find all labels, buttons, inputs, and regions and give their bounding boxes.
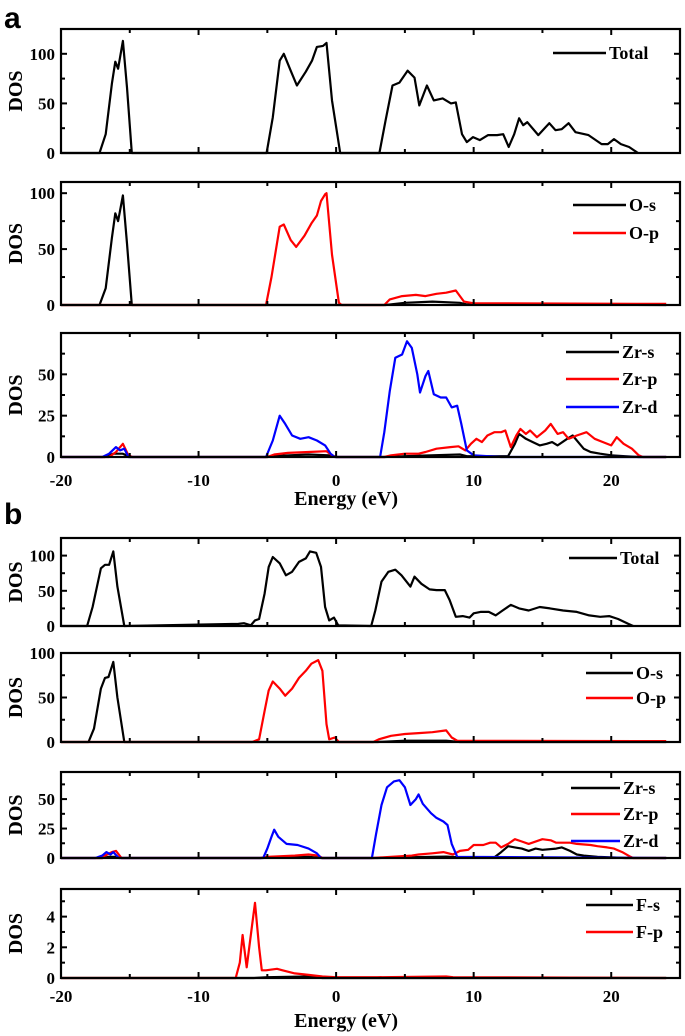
y-axis-label: DOS <box>5 374 27 415</box>
y-tick-label: 2 <box>47 938 56 957</box>
x-tick-label: -10 <box>187 987 210 1006</box>
series-line-zr-s <box>61 432 667 459</box>
figure-a: a050100DOSTotal050100DOSO-sO-p02550DOSZr… <box>4 2 682 510</box>
x-tick-label: -20 <box>50 987 73 1006</box>
y-tick-label: 0 <box>47 144 56 163</box>
y-axis-label: DOS <box>5 794 27 835</box>
y-tick-label: 0 <box>47 969 56 988</box>
y-tick-label: 100 <box>30 547 56 566</box>
legend-label-zr-d: Zr-d <box>622 397 657 417</box>
y-tick-label: 0 <box>47 296 56 315</box>
x-tick-label: 20 <box>603 471 620 490</box>
x-axis-label: Energy (eV) <box>294 1010 398 1032</box>
x-tick-label: 0 <box>332 471 341 490</box>
legend-label-zr-p: Zr-p <box>622 369 657 389</box>
y-tick-label: 50 <box>38 94 55 113</box>
legend-label-f-s: F-s <box>636 895 660 915</box>
series-line-o-s <box>61 194 667 307</box>
y-tick-label: 0 <box>47 733 56 752</box>
series-line-zr-p <box>61 422 667 459</box>
series-line-zr-d <box>61 779 667 860</box>
legend-label-zr-s: Zr-s <box>623 778 655 798</box>
y-tick-label: 0 <box>47 849 56 868</box>
legend-label-o-p: O-p <box>636 688 666 708</box>
y-axis-label: DOS <box>5 677 27 718</box>
series-line-o-s <box>61 660 667 744</box>
panel-a-3: 0 25 50 DOS Zr-s Zr-p Zr-d <box>5 331 682 467</box>
y-tick-label: 50 <box>38 240 55 259</box>
plot-frame <box>59 27 682 155</box>
y-tick-label: 100 <box>30 45 56 64</box>
x-axis-label: Energy (eV) <box>294 488 398 510</box>
y-tick-label: 25 <box>38 407 55 426</box>
series-line-o-p <box>61 192 667 307</box>
y-tick-label: 25 <box>38 820 55 839</box>
x-tick-label: 10 <box>465 987 482 1006</box>
legend-label-zr-d: Zr-d <box>623 831 658 851</box>
legend-label-f-p: F-p <box>636 922 663 942</box>
legend-label-o-p: O-p <box>629 223 659 243</box>
panel-letter-a: a <box>4 2 21 35</box>
series-line-total <box>61 550 634 628</box>
legend-label-o-s: O-s <box>636 663 663 683</box>
series-line-zr-s <box>61 845 667 860</box>
y-axis-label: DOS <box>5 70 27 111</box>
y-tick-label: 0 <box>47 448 56 467</box>
legend-label-zr-p: Zr-p <box>623 804 658 824</box>
panel-b-4: 0 2 4 DOS F-s F-p <box>5 887 682 988</box>
figure-b: b050100DOSTotal050100DOSO-sO-p02550DOSZr… <box>4 498 682 1032</box>
x-tick-label: 10 <box>465 471 482 490</box>
x-tick-label: 20 <box>603 987 620 1006</box>
y-tick-label: 50 <box>38 582 55 601</box>
series-line-total <box>61 39 639 155</box>
plot-frame <box>59 770 682 860</box>
series-line-f-p <box>61 901 667 980</box>
plot-frame <box>59 887 682 980</box>
x-tick-label: 0 <box>332 987 341 1006</box>
y-tick-label: 4 <box>47 908 56 927</box>
y-tick-label: 50 <box>38 790 55 809</box>
panel-a-2: 0 50 100 DOS O-s O-p <box>5 180 682 315</box>
y-tick-label: 50 <box>38 365 55 384</box>
legend-label-total: Total <box>620 548 659 568</box>
legend-label-o-s: O-s <box>629 195 656 215</box>
x-tick-label: -10 <box>187 471 210 490</box>
panel-letter-b: b <box>4 498 22 531</box>
panel-b-3: 0 25 50 DOS Zr-s Zr-p Zr-d <box>5 770 682 868</box>
y-axis-label: DOS <box>5 561 27 602</box>
series-line-o-p <box>61 659 667 744</box>
y-tick-label: 100 <box>30 644 56 663</box>
legend-label-total: Total <box>609 43 648 63</box>
y-tick-label: 0 <box>47 617 56 636</box>
legend-label-zr-s: Zr-s <box>622 342 654 362</box>
y-axis-label: DOS <box>5 223 27 264</box>
y-axis-label: DOS <box>5 913 27 954</box>
y-tick-label: 50 <box>38 689 55 708</box>
x-tick-label: -20 <box>50 471 73 490</box>
plot-frame <box>59 536 682 628</box>
plot-frame <box>59 180 682 307</box>
y-tick-label: 100 <box>30 184 56 203</box>
